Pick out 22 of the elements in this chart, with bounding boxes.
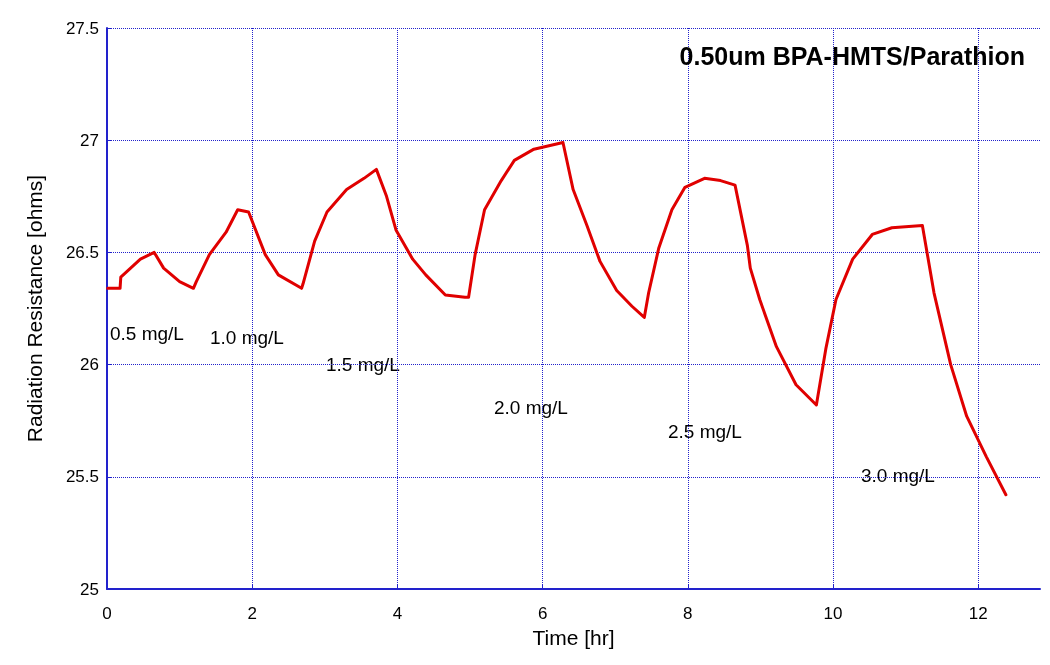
- y-tick-label: 27.5: [65, 18, 99, 38]
- y-axis-title: Radiation Resistance [ohms]: [23, 174, 46, 443]
- x-tick-label: 0: [102, 604, 112, 623]
- x-tick-label: 4: [392, 604, 403, 623]
- x-tick-label: 10: [823, 604, 843, 623]
- annotation: 2.0 mg/L: [494, 397, 568, 418]
- x-axis-title: Time [hr]: [532, 625, 615, 649]
- line-series: [106, 140, 1008, 497]
- annotation: 1.0 mg/L: [210, 327, 284, 348]
- annotation: 0.5 mg/L: [110, 323, 184, 344]
- annotation: 2.5 mg/L: [668, 421, 742, 442]
- x-tick-label: 8: [683, 604, 693, 623]
- y-tick-label: 26: [80, 355, 99, 375]
- annotation: 3.0 mg/L: [861, 465, 935, 486]
- y-tick-label: 26.5: [65, 242, 99, 262]
- y-tick-label: 25: [80, 579, 99, 599]
- text: 0.50um BPA-HMTS/Parathion: [679, 41, 1026, 70]
- x-tick-label: 2: [247, 604, 257, 623]
- x-tick-label: 6: [537, 604, 548, 623]
- x-tick-label: 12: [968, 604, 988, 623]
- y-tick-label: 27: [80, 130, 99, 150]
- y-tick-label: 25.5: [65, 467, 99, 487]
